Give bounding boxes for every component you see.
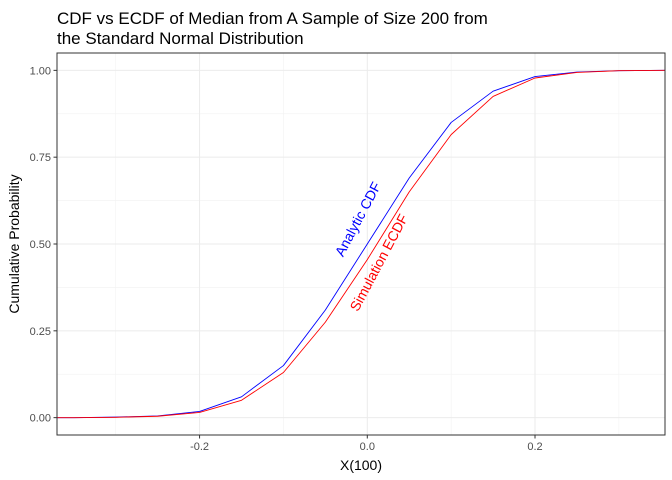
x-tick-label: 0.2 [527,441,542,453]
y-tick-label: 0.50 [30,239,51,251]
y-axis-title: Cumulative Probability [6,174,22,313]
y-tick-label: 0.00 [30,413,51,425]
x-axis: -0.2 0.0 0.2 [190,435,543,453]
y-tick-label: 1.00 [30,65,51,77]
series-line-1 [57,69,666,419]
y-axis: 0.00 0.25 0.50 0.75 1.00 [30,65,57,425]
series-lines [57,69,666,419]
chart-title-line-2: the Standard Normal Distribution [57,29,304,48]
y-tick-label: 0.25 [30,326,51,338]
y-tick-label: 0.75 [30,152,51,164]
x-tick-label: -0.2 [190,441,209,453]
x-tick-label: 0.0 [360,441,375,453]
grid-lines [57,53,665,435]
x-axis-title: X(100) [340,457,382,473]
chart-title-line-1: CDF vs ECDF of Median from A Sample of S… [57,9,488,28]
